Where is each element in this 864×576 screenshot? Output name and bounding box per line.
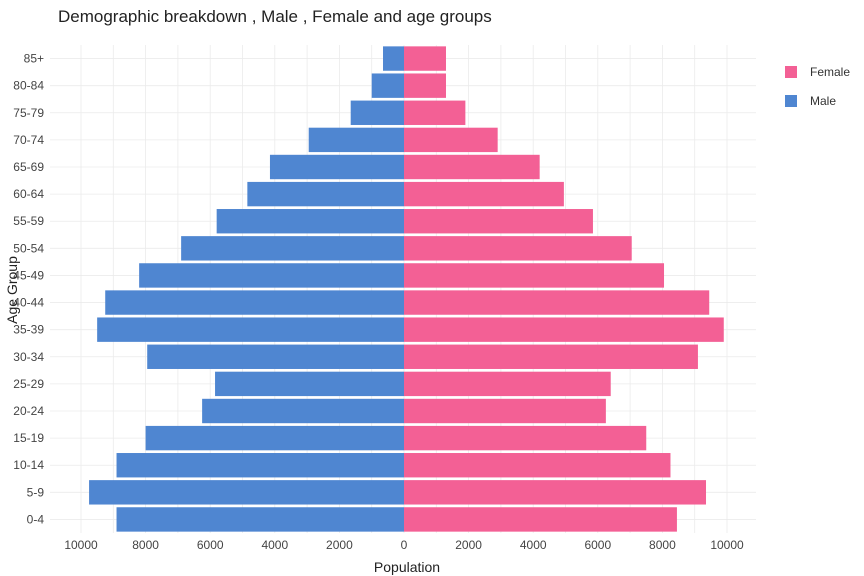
bar-female-60-64[interactable] <box>404 181 564 207</box>
legend[interactable]: Female Male <box>785 65 850 108</box>
y-tick-label: 75-79 <box>13 106 44 120</box>
bar-male-10-14[interactable] <box>116 453 404 478</box>
x-tick-label: 6000 <box>197 538 224 552</box>
y-tick-label: 25-29 <box>13 377 44 391</box>
bar-male-25-29[interactable] <box>215 371 404 397</box>
bar-male-50-54[interactable] <box>181 236 404 261</box>
bar-male-40-44[interactable] <box>105 290 404 315</box>
x-axis-title: Population <box>374 559 440 575</box>
bar-male-75-79[interactable] <box>350 100 404 125</box>
y-tick-label: 45-49 <box>13 268 44 282</box>
bar-male-80-84[interactable] <box>371 73 404 98</box>
y-tick-label: 5-9 <box>27 485 45 499</box>
bar-male-65-69[interactable] <box>269 154 404 180</box>
x-tick-label: 10000 <box>710 538 744 552</box>
y-tick-label: 15-19 <box>13 431 44 445</box>
y-tick-label: 65-69 <box>13 160 44 174</box>
y-tick-label: 85+ <box>24 52 44 66</box>
bar-male-5-9[interactable] <box>89 480 404 505</box>
x-tick-label: 10000 <box>64 538 98 552</box>
bar-female-85+[interactable] <box>404 46 446 71</box>
bar-female-55-59[interactable] <box>404 209 593 234</box>
x-axis-ticks: 10000 8000 6000 4000 2000 0 2000 4000 6000 8000 10… <box>64 538 744 552</box>
x-tick-label: 8000 <box>649 538 676 552</box>
bar-male-45-49[interactable] <box>139 263 404 288</box>
bar-male-35-39[interactable] <box>97 317 405 342</box>
y-tick-label: 70-74 <box>13 133 44 147</box>
bar-female-50-54[interactable] <box>404 236 632 261</box>
bar-male-70-74[interactable] <box>308 127 404 153</box>
bar-female-80-84[interactable] <box>404 73 446 98</box>
x-tick-label: 2000 <box>455 538 482 552</box>
legend-swatch <box>785 95 797 107</box>
bar-female-25-29[interactable] <box>404 371 611 397</box>
y-tick-label: 80-84 <box>13 79 44 93</box>
legend-item-male[interactable]: Male <box>785 94 836 108</box>
y-tick-label: 20-24 <box>13 404 44 418</box>
x-tick-label: 4000 <box>261 538 288 552</box>
bar-male-15-19[interactable] <box>145 425 404 451</box>
x-tick-label: 2000 <box>326 538 353 552</box>
legend-label: Female <box>810 65 850 79</box>
bar-female-30-34[interactable] <box>404 344 698 369</box>
y-tick-label: 0-4 <box>27 512 45 526</box>
bar-male-55-59[interactable] <box>216 209 404 234</box>
bar-female-65-69[interactable] <box>404 154 540 180</box>
legend-item-female[interactable]: Female <box>785 65 850 79</box>
bar-male-85+[interactable] <box>383 46 404 71</box>
y-tick-label: 55-59 <box>13 214 44 228</box>
y-tick-label: 60-64 <box>13 187 44 201</box>
bar-female-0-4[interactable] <box>404 507 677 532</box>
bar-male-60-64[interactable] <box>247 181 404 207</box>
x-tick-label: 4000 <box>520 538 547 552</box>
bar-male-30-34[interactable] <box>147 344 404 369</box>
y-tick-label: 30-34 <box>13 350 44 364</box>
y-tick-label: 50-54 <box>13 241 44 255</box>
legend-swatch <box>785 66 797 78</box>
bar-female-40-44[interactable] <box>404 290 710 315</box>
x-tick-label: 8000 <box>132 538 159 552</box>
y-axis-ticks: 0-4 5-9 10-14 15-19 20-24 25-29 30-34 35-39 40-4… <box>13 52 44 527</box>
bars <box>89 46 724 532</box>
bar-female-5-9[interactable] <box>404 480 707 505</box>
bar-female-15-19[interactable] <box>404 425 647 451</box>
bar-male-0-4[interactable] <box>116 507 404 532</box>
bar-female-45-49[interactable] <box>404 263 665 288</box>
bar-female-75-79[interactable] <box>404 100 466 125</box>
bar-female-10-14[interactable] <box>404 453 671 478</box>
bar-female-20-24[interactable] <box>404 398 606 424</box>
bar-female-35-39[interactable] <box>404 317 724 342</box>
y-axis-title: Age Group <box>4 256 20 324</box>
legend-label: Male <box>810 94 836 108</box>
chart-title: Demographic breakdown , Male , Female an… <box>58 7 492 26</box>
y-tick-label: 10-14 <box>13 458 44 472</box>
bar-female-70-74[interactable] <box>404 127 498 153</box>
bar-male-20-24[interactable] <box>202 398 404 424</box>
y-tick-label: 40-44 <box>13 296 44 310</box>
x-tick-label: 0 <box>401 538 408 552</box>
x-tick-label: 6000 <box>584 538 611 552</box>
y-tick-label: 35-39 <box>13 323 44 337</box>
